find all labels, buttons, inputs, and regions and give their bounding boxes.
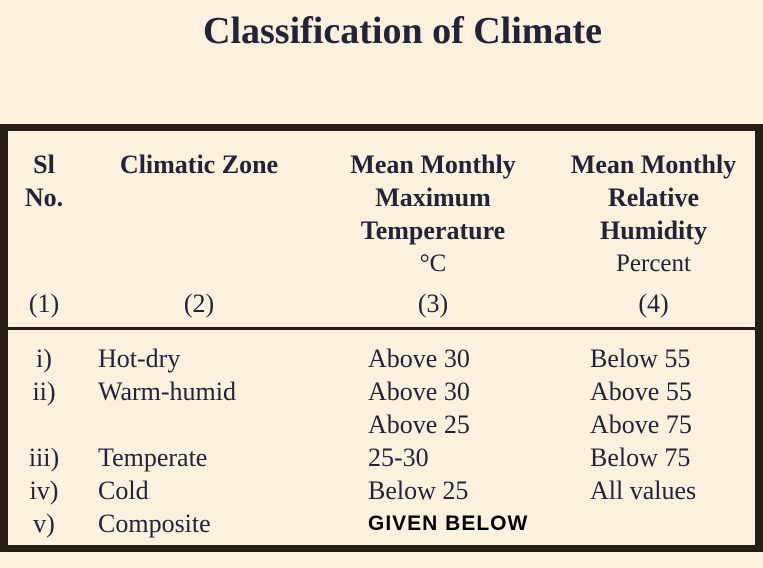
cell-climatic-zone bbox=[80, 408, 314, 441]
cell-humidity: All values bbox=[590, 476, 697, 505]
table-header: Sl No. Climatic Zone Mean Monthly Maximu… bbox=[8, 131, 755, 330]
cell-temperature: Below 25 bbox=[368, 476, 469, 505]
cell-sl-no: i) bbox=[36, 344, 52, 373]
cell-climatic-zone: Hot-dry bbox=[98, 344, 181, 373]
column-number-3: (3) bbox=[417, 289, 449, 318]
header-temp-line-1: Mean Monthly bbox=[350, 150, 516, 179]
header-sl-no-line-1: Sl bbox=[33, 150, 55, 179]
cell-temperature: Above 30 bbox=[368, 377, 470, 406]
cell-humidity: Above 55 bbox=[590, 377, 692, 406]
column-number-1: (1) bbox=[28, 289, 60, 318]
cell-climatic-zone: Composite bbox=[98, 509, 211, 538]
column-number-2: (2) bbox=[183, 289, 215, 318]
header-climatic-zone-line-1: Climatic Zone bbox=[119, 150, 279, 179]
cell-sl-no: v) bbox=[33, 509, 55, 538]
header-sl-no-line-2: No. bbox=[24, 183, 64, 212]
cell-sl-no bbox=[8, 408, 80, 441]
cell-humidity bbox=[552, 507, 755, 540]
cell-temperature: 25-30 bbox=[368, 443, 429, 472]
table-body: i) Hot-dry Above 30 Below 55 ii) Warm-hu… bbox=[8, 330, 755, 540]
header-humidity-unit-percent: Percent bbox=[616, 250, 691, 277]
table-row: ii) Warm-humid Above 30 Above 55 bbox=[8, 375, 755, 408]
header-sl-no: Sl No. bbox=[8, 148, 80, 214]
header-temp-unit-celsius: °C bbox=[419, 250, 447, 277]
column-number-4: (4) bbox=[638, 289, 669, 318]
cell-climatic-zone: Warm-humid bbox=[98, 377, 236, 406]
given-below-annotation: GIVEN BELOW bbox=[368, 512, 529, 535]
cell-sl-no: ii) bbox=[32, 377, 56, 406]
table-row: iv) Cold Below 25 All values bbox=[8, 474, 755, 507]
header-mean-monthly-max-temp: Mean Monthly Maximum Temperature °C bbox=[314, 148, 552, 280]
cell-humidity: Below 75 bbox=[590, 443, 691, 472]
header-mean-monthly-rel-humidity: Mean Monthly Relative Humidity Percent bbox=[552, 148, 755, 280]
header-humidity-line-1: Mean Monthly bbox=[570, 150, 737, 179]
climate-table: Sl No. Climatic Zone Mean Monthly Maximu… bbox=[0, 124, 763, 552]
cell-temperature: Above 25 bbox=[368, 410, 470, 439]
header-temp-line-3: Temperature bbox=[360, 216, 506, 245]
table-row: v) Composite GIVEN BELOW bbox=[8, 507, 755, 540]
cell-temperature: Above 30 bbox=[368, 344, 470, 373]
header-temp-line-2: Maximum bbox=[375, 183, 491, 212]
cell-humidity: Below 55 bbox=[590, 344, 691, 373]
cell-humidity: Above 75 bbox=[590, 410, 692, 439]
header-humidity-line-3: Humidity bbox=[600, 216, 707, 245]
table-row: Above 25 Above 75 bbox=[8, 408, 755, 441]
header-climatic-zone: Climatic Zone bbox=[84, 148, 314, 181]
cell-sl-no: iii) bbox=[28, 443, 60, 472]
page-title: Classification of Climate bbox=[203, 10, 602, 52]
table-row: i) Hot-dry Above 30 Below 55 bbox=[8, 342, 755, 375]
header-humidity-line-2: Relative bbox=[608, 183, 699, 212]
cell-climatic-zone: Temperate bbox=[98, 443, 208, 472]
cell-climatic-zone: Cold bbox=[98, 476, 149, 505]
table-row: iii) Temperate 25-30 Below 75 bbox=[8, 441, 755, 474]
cell-sl-no: iv) bbox=[29, 476, 59, 505]
